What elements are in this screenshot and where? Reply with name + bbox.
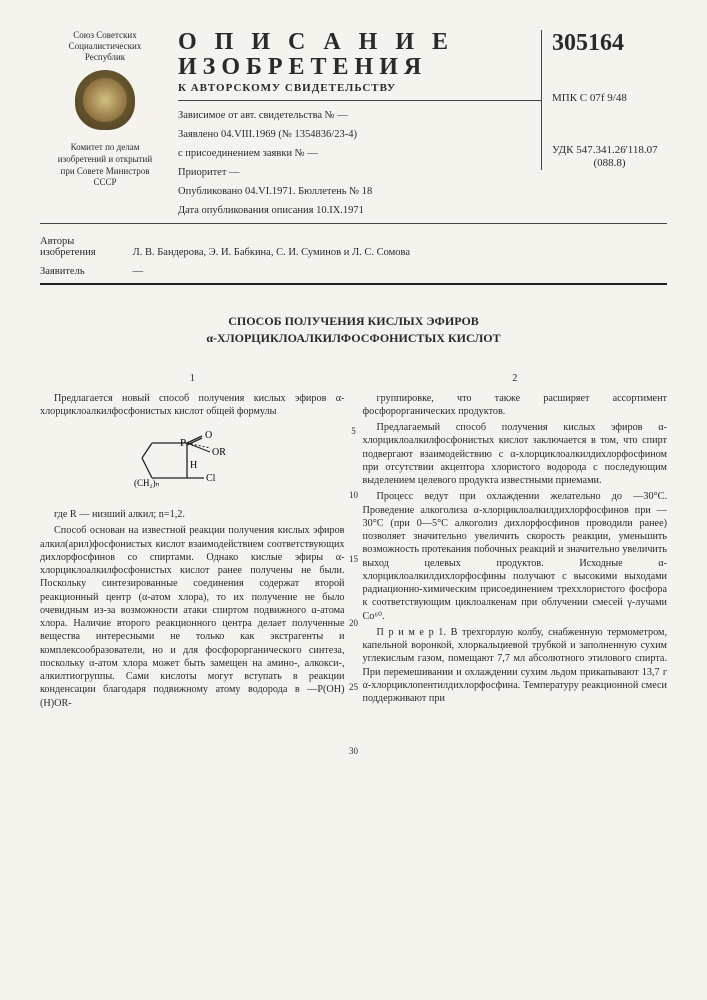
mpk-code: МПК С 07f 9/48 xyxy=(552,92,667,104)
meta-filed: Заявлено 04.VIII.1969 (№ 1354836/23-4) xyxy=(178,126,541,145)
line-num-30: 30 xyxy=(346,746,362,758)
chemical-formula: P O OR H (CH₂)ₙ Cl xyxy=(40,428,345,498)
col-num-left: 1 xyxy=(40,372,345,385)
meta-published: Опубликовано 04.VI.1971. Бюллетень № 18 xyxy=(178,183,541,202)
patent-number: 305164 xyxy=(552,30,667,57)
doc-title-line1: СПОСОБ ПОЛУЧЕНИЯ КИСЛЫХ ЭФИРОВ xyxy=(40,313,667,330)
applicant-value: — xyxy=(133,266,144,277)
label-authors: Авторы xyxy=(40,236,74,247)
svg-text:OR: OR xyxy=(212,447,226,458)
committee-line2: изобретений и открытий xyxy=(40,154,170,166)
committee-line3: при Совете Министров xyxy=(40,166,170,178)
hr-above-authors xyxy=(40,223,667,224)
udk-line1: УДК 547.341.26'118.07 xyxy=(552,144,667,157)
svg-text:Cl: Cl xyxy=(206,473,216,484)
hr-header xyxy=(178,100,541,101)
meta-priority: Приоритет — xyxy=(178,164,541,183)
right-para-1: группировке, что также расширяет ассорти… xyxy=(363,392,668,419)
title-main-2: ИЗОБРЕТЕНИЯ xyxy=(178,55,541,80)
label-invention: изобретения xyxy=(40,247,130,258)
line-num-25: 25 xyxy=(346,682,362,694)
left-para-3: Способ основан на известной реакции полу… xyxy=(40,524,345,710)
svg-text:O: O xyxy=(205,430,212,441)
left-para-1: Предлагается новый способ получения кисл… xyxy=(40,392,345,419)
line-num-5: 5 xyxy=(346,426,362,438)
line-num-20: 20 xyxy=(346,618,362,630)
meta-depends: Зависимое от авт. свидетельства № — xyxy=(178,107,541,126)
doc-title-line2: α-ХЛОРЦИКЛОАЛКИЛФОСФОНИСТЫХ КИСЛОТ xyxy=(40,330,667,347)
issuer-line1: Союз Советских xyxy=(40,30,170,41)
right-para-2: Предлагаемый способ получения кислых эфи… xyxy=(363,421,668,487)
line-num-10: 10 xyxy=(346,490,362,502)
hr-bold xyxy=(40,283,667,285)
issuer-line2: Социалистических xyxy=(40,41,170,52)
svg-text:H: H xyxy=(190,460,197,471)
left-para-2: где R — низший алкил; n=1,2. xyxy=(40,508,345,521)
author-names: Л. В. Бандерова, Э. И. Бабкина, С. И. Су… xyxy=(133,247,410,258)
meta-attached: с присоединением заявки № — xyxy=(178,145,541,164)
label-applicant: Заявитель xyxy=(40,266,130,277)
title-sub: К АВТОРСКОМУ СВИДЕТЕЛЬСТВУ xyxy=(178,82,541,94)
udk-line2: (088.8) xyxy=(552,157,667,170)
svg-text:(CH₂)ₙ: (CH₂)ₙ xyxy=(134,478,160,488)
state-emblem xyxy=(75,70,135,130)
right-para-3: Процесс ведут при охлаждении желательно … xyxy=(363,490,668,623)
committee-line1: Комитет по делам xyxy=(40,142,170,154)
svg-text:P: P xyxy=(180,437,186,449)
title-main-1: О П И С А Н И Е xyxy=(178,30,541,55)
right-para-4: П р и м е р 1. В трехгорлую колбу, снабж… xyxy=(363,626,668,706)
issuer-line3: Республик xyxy=(40,52,170,63)
line-num-15: 15 xyxy=(346,554,362,566)
col-num-right: 2 xyxy=(363,372,668,385)
committee-line4: СССР xyxy=(40,177,170,189)
meta-descdate: Дата опубликования описания 10.IX.1971 xyxy=(178,202,541,221)
